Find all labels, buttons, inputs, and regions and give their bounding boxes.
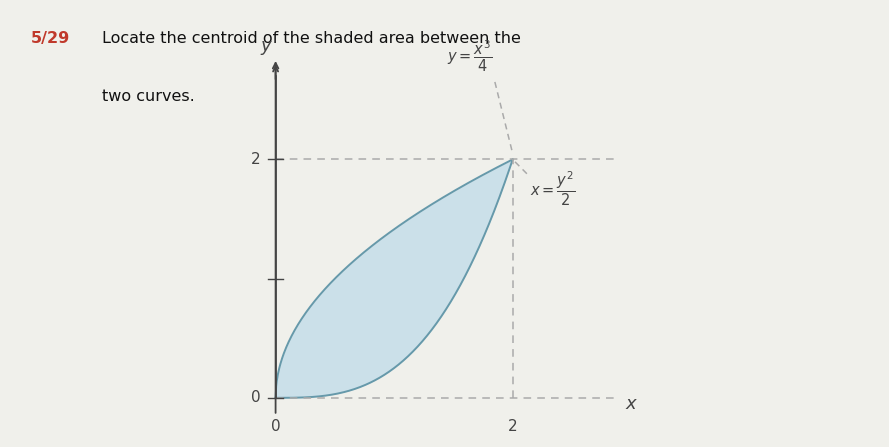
Text: two curves.: two curves. <box>102 89 195 105</box>
Text: 0: 0 <box>271 419 280 434</box>
Text: y: y <box>260 37 271 55</box>
Text: $x = \dfrac{y^2}{2}$: $x = \dfrac{y^2}{2}$ <box>531 170 576 208</box>
Text: 2: 2 <box>508 419 517 434</box>
Text: 0: 0 <box>251 390 260 405</box>
Text: Locate the centroid of the shaded area between the: Locate the centroid of the shaded area b… <box>102 31 521 46</box>
Text: 2: 2 <box>251 152 260 167</box>
Text: 5/29: 5/29 <box>31 31 70 46</box>
Text: x: x <box>625 395 636 413</box>
Text: $y = \dfrac{x^3}{4}$: $y = \dfrac{x^3}{4}$ <box>447 38 493 74</box>
